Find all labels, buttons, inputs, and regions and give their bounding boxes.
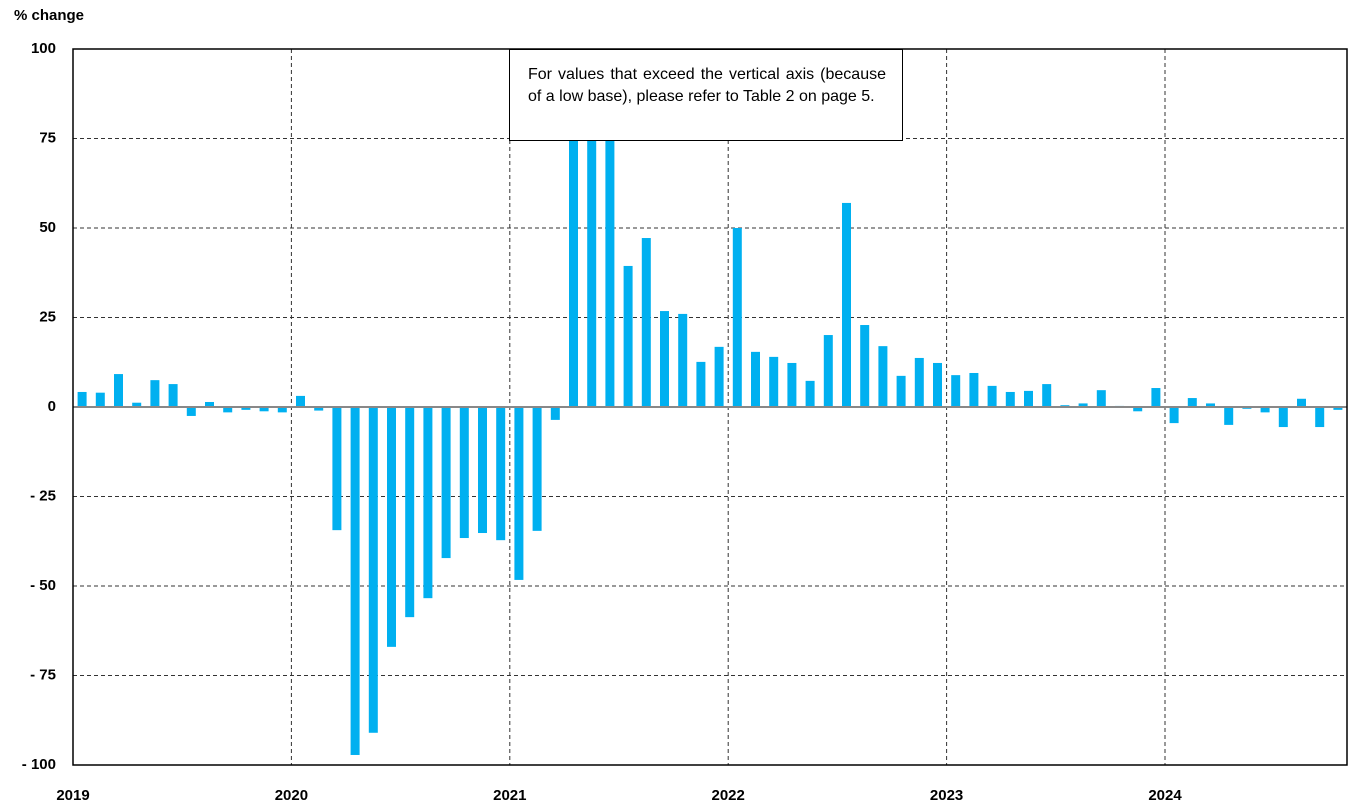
bar bbox=[751, 351, 760, 407]
bar bbox=[787, 362, 797, 407]
annotation: For values that exceed the vertical axis… bbox=[509, 49, 903, 141]
bar bbox=[150, 380, 160, 407]
y-tick-label: 50 bbox=[39, 219, 56, 236]
bar bbox=[478, 407, 487, 534]
bar bbox=[332, 407, 342, 531]
bar bbox=[1315, 407, 1325, 428]
y-tick-label: - 75 bbox=[30, 666, 56, 683]
bar bbox=[1133, 407, 1143, 412]
bar bbox=[405, 407, 415, 618]
bar bbox=[1024, 390, 1033, 407]
y-tick-label: 0 bbox=[48, 398, 56, 415]
bar bbox=[1169, 407, 1179, 424]
bar bbox=[1096, 390, 1106, 407]
bar bbox=[496, 407, 506, 541]
bar bbox=[205, 401, 214, 407]
bar bbox=[1224, 407, 1234, 425]
x-tick-label: 2021 bbox=[493, 787, 526, 804]
bar bbox=[678, 313, 688, 407]
y-tick-label: - 50 bbox=[30, 577, 56, 594]
bar bbox=[186, 407, 196, 416]
y-tick-label: 25 bbox=[39, 308, 56, 325]
bar bbox=[441, 407, 451, 559]
y-axis-title: % change bbox=[14, 7, 84, 24]
bar bbox=[95, 392, 105, 407]
bar bbox=[241, 407, 251, 410]
bar bbox=[350, 407, 360, 755]
x-tick-label: 2020 bbox=[275, 787, 308, 804]
bar bbox=[714, 346, 724, 407]
bar bbox=[550, 407, 560, 420]
bar bbox=[969, 372, 979, 407]
bar bbox=[368, 407, 378, 733]
y-tick-label: 75 bbox=[39, 129, 56, 146]
bar bbox=[623, 265, 633, 407]
bar bbox=[296, 395, 305, 407]
bar bbox=[1206, 403, 1215, 407]
bar bbox=[823, 335, 833, 407]
bar bbox=[987, 385, 997, 407]
bar bbox=[168, 384, 178, 407]
bar bbox=[1260, 407, 1270, 413]
bar bbox=[641, 238, 651, 407]
bar bbox=[1042, 384, 1052, 407]
bar bbox=[842, 202, 851, 407]
bar bbox=[314, 407, 324, 411]
y-tick-label: - 100 bbox=[22, 756, 56, 773]
bar bbox=[696, 361, 706, 407]
bar bbox=[1151, 388, 1161, 407]
bar bbox=[587, 49, 597, 407]
bar bbox=[77, 391, 87, 407]
bar bbox=[423, 407, 433, 599]
bar bbox=[878, 346, 888, 407]
bar bbox=[1297, 398, 1306, 407]
x-tick-label: 2024 bbox=[1148, 787, 1182, 804]
bar bbox=[951, 375, 961, 407]
bar bbox=[532, 407, 542, 531]
bar bbox=[805, 380, 815, 407]
bar bbox=[860, 325, 870, 407]
bar bbox=[569, 49, 578, 407]
bar bbox=[933, 362, 942, 407]
bar bbox=[1333, 407, 1343, 410]
bar bbox=[914, 357, 924, 407]
y-tick-label: - 25 bbox=[30, 487, 56, 504]
bar bbox=[1187, 398, 1197, 407]
bar bbox=[896, 375, 906, 407]
bar bbox=[387, 407, 396, 647]
bar bbox=[605, 49, 615, 407]
bar bbox=[114, 374, 123, 407]
y-tick-label: 100 bbox=[31, 40, 56, 57]
bars bbox=[77, 49, 1343, 755]
x-tick-label: 2023 bbox=[930, 787, 963, 804]
bar bbox=[259, 407, 269, 412]
bar bbox=[1278, 407, 1288, 428]
bar bbox=[732, 228, 742, 407]
bar bbox=[132, 402, 142, 407]
x-tick-label: 2022 bbox=[712, 787, 745, 804]
bar bbox=[459, 407, 469, 539]
x-tick-label: 2019 bbox=[56, 787, 89, 804]
bar bbox=[277, 407, 287, 413]
bar bbox=[660, 311, 669, 407]
bar bbox=[1005, 391, 1015, 407]
bar bbox=[514, 407, 524, 580]
bar bbox=[769, 356, 779, 407]
bar bbox=[223, 407, 233, 413]
bar bbox=[1078, 403, 1088, 407]
